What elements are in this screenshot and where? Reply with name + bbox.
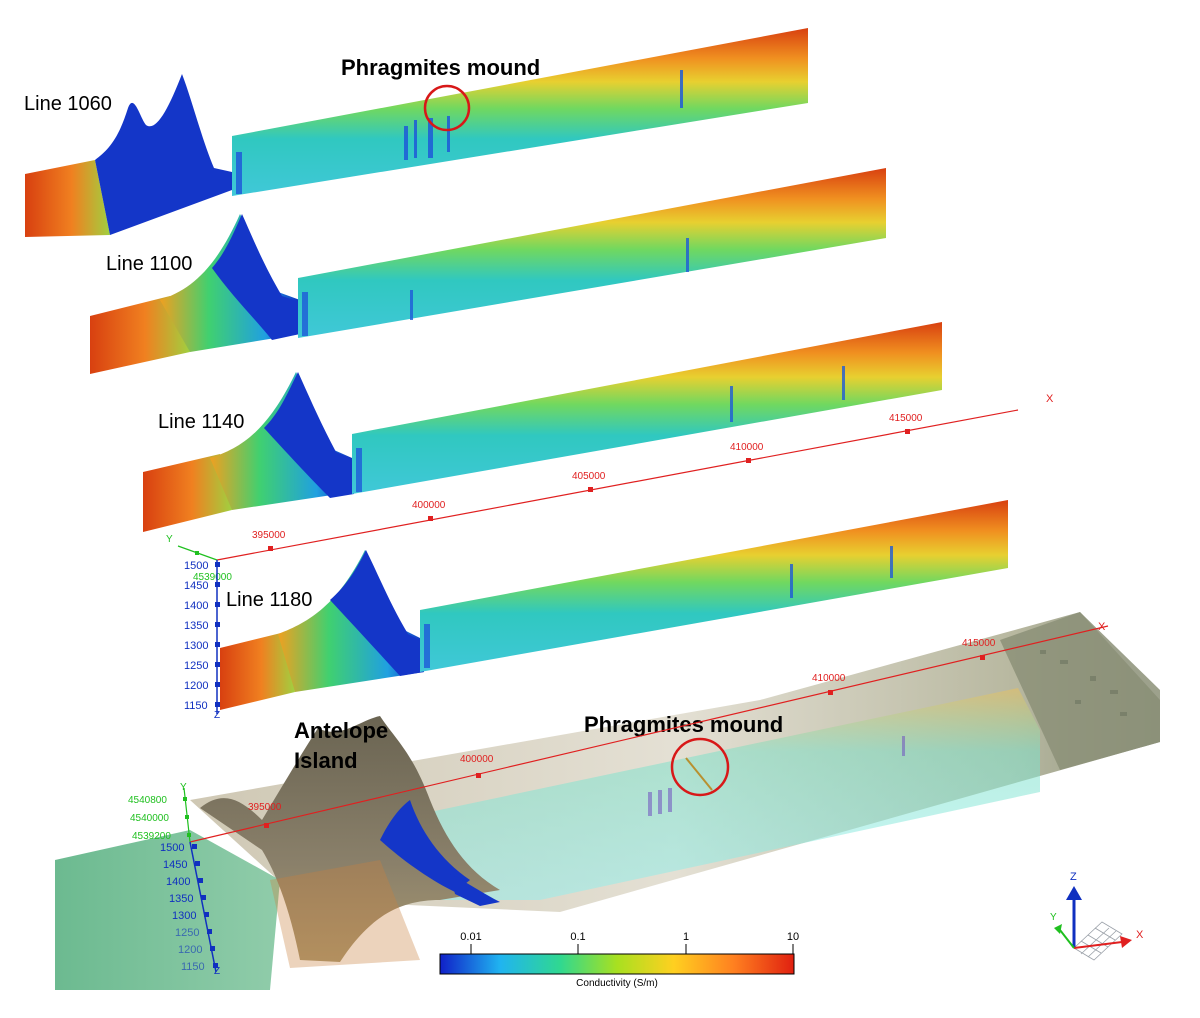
- profile-line-1100: Line 1100: [90, 168, 886, 374]
- mound-label-top: Phragmites mound: [341, 55, 540, 80]
- island-label-line2: Island: [294, 748, 358, 773]
- upper-x-tick: 405000: [572, 471, 606, 482]
- upper-x-axis-label: X: [1046, 393, 1054, 405]
- lower-z-tick: 1250: [175, 927, 199, 939]
- island-label-line1: Antelope: [294, 718, 388, 743]
- colorbar-tick: 0.01: [460, 931, 481, 943]
- triad-y-arrow: [1059, 929, 1075, 949]
- conductivity-overlay: [430, 688, 1040, 900]
- lower-z-tick: 1150: [181, 961, 205, 973]
- lower-z-tick: 1200: [178, 944, 202, 956]
- upper-y-axis-label: Y: [166, 534, 173, 545]
- colorbar-title: Conductivity (S/m): [576, 978, 658, 989]
- upper-z-tick: 1300: [184, 640, 208, 652]
- upper-x-tick: 395000: [252, 530, 286, 541]
- profile-label-1140: Line 1140: [158, 411, 244, 433]
- lower-x-tick: 400000: [460, 754, 494, 765]
- lower-y-axis-label: Y: [180, 782, 187, 793]
- triad-x-label: X: [1136, 929, 1144, 941]
- lower-z-tick: 1500: [160, 842, 184, 854]
- upper-y-tick: 4539000: [193, 572, 232, 583]
- orientation-triad: Z X Y: [1050, 871, 1144, 961]
- colorbar-tick: 0.1: [570, 931, 585, 943]
- upper-x-tick: 400000: [412, 500, 446, 511]
- conductivity-colorbar: 0.01 0.1 1 10 Conductivity (S/m): [439, 931, 799, 989]
- upper-z-tick: 1450: [184, 580, 208, 592]
- lower-x-tick: 415000: [962, 638, 996, 649]
- upper-z-tick: 1400: [184, 600, 208, 612]
- lower-y-tick: 4540800: [128, 795, 167, 806]
- triad-z-label: Z: [1070, 871, 1077, 883]
- upper-z-tick: 1150: [184, 700, 208, 712]
- lower-z-tick: 1400: [166, 876, 190, 888]
- upper-axes: X 395000 400000 405000 410000 415000 Y 4…: [166, 393, 1054, 721]
- profile-line-1060: Line 1060 Phragmites mound: [24, 28, 808, 237]
- mound-circle-bottom: [670, 737, 730, 797]
- lower-y-tick: 4539200: [132, 831, 171, 842]
- profile-label-1060: Line 1060: [24, 93, 112, 115]
- lower-z-tick: 1350: [169, 893, 193, 905]
- lower-z-axis-label: Z: [214, 966, 220, 977]
- profile-label-1180: Line 1180: [226, 589, 312, 611]
- triad-y-label: Y: [1050, 912, 1057, 923]
- antelope-island-relief: [200, 716, 500, 962]
- lower-x-axis-label: X: [1098, 621, 1106, 633]
- lower-z-tick: 1450: [163, 859, 187, 871]
- terrain-3d-view: Antelope Island Phragmites mound: [55, 612, 1160, 990]
- upper-x-axis: [216, 409, 1019, 561]
- colorbar-gradient: [439, 953, 795, 975]
- lower-x-tick: 395000: [248, 802, 282, 813]
- lower-z-tick: 1300: [172, 910, 196, 922]
- mound-label-bottom: Phragmites mound: [584, 712, 783, 737]
- profile-line-1180: Line 1180: [220, 500, 1008, 710]
- colorbar-tick: 1: [683, 931, 689, 943]
- profile-label-1100: Line 1100: [106, 253, 192, 275]
- upper-z-tick: 1500: [184, 560, 208, 572]
- upper-z-tick: 1350: [184, 620, 208, 632]
- lower-y-tick: 4540000: [130, 813, 169, 824]
- upper-x-tick: 410000: [730, 442, 764, 453]
- triad-x-arrow: [1073, 941, 1123, 949]
- mound-circle-top: [423, 84, 471, 132]
- profile-line-1140: Line 1140: [143, 322, 942, 532]
- upper-x-tick: 415000: [889, 413, 923, 424]
- colorbar-tick: 10: [787, 931, 799, 943]
- upper-z-axis-label: Z: [214, 710, 220, 721]
- lake-area: [55, 830, 280, 990]
- lower-x-tick: 410000: [812, 673, 846, 684]
- upper-z-tick: 1250: [184, 660, 208, 672]
- lower-x-axis: [189, 625, 1109, 843]
- lower-axes: X 395000 400000 410000 415000 Y 4540800 …: [128, 621, 1109, 977]
- upper-z-tick: 1200: [184, 680, 208, 692]
